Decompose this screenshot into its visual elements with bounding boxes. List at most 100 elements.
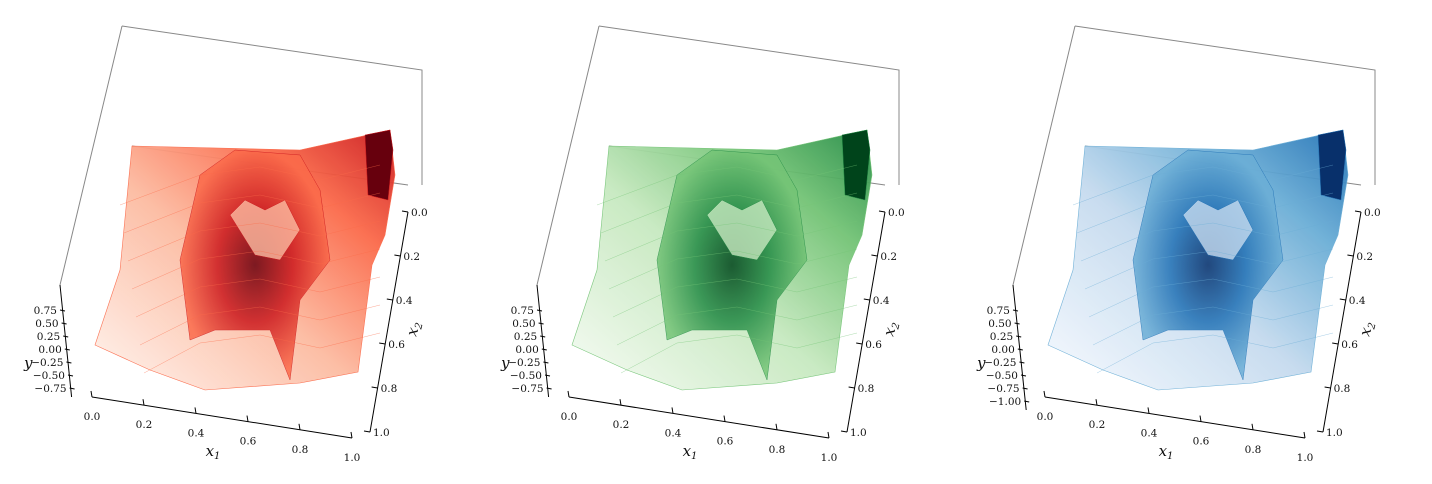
surface-contour-line xyxy=(620,332,858,374)
chart-panel-1: 0.0 0.2 0.4 0.6 0.8 1.0 x1 0.0 0.2 0.4 0.6 0.8 1.0 x2… xyxy=(23,25,428,464)
surface-contour-line xyxy=(1076,192,1334,234)
y-tick xyxy=(64,348,70,351)
x1-tick-label: 0.6 xyxy=(240,436,257,448)
y-tick-label: 0.25 xyxy=(514,331,537,343)
x1-tick xyxy=(298,423,301,430)
x2-tick-label: 0.4 xyxy=(396,295,413,307)
x2-tick-label: 1.0 xyxy=(850,427,867,439)
y-tick-label: −1.00 xyxy=(989,396,1021,408)
x2-axis-label: x2 xyxy=(403,319,426,339)
x1-tick-label: 0.2 xyxy=(613,419,630,431)
y-tick xyxy=(538,322,544,325)
y-tick-label: 0.50 xyxy=(35,318,58,330)
x2-tick-label: 0.2 xyxy=(1356,251,1373,263)
x2-tick-label: 0.6 xyxy=(388,339,405,351)
x2-tick-label: 0.4 xyxy=(1349,295,1366,307)
surface-contour-line xyxy=(1092,304,1334,346)
pane-edge-left xyxy=(536,25,600,286)
x2-tick-label: 0.6 xyxy=(865,339,882,351)
x2-tick xyxy=(1332,342,1339,345)
x1-axis-line xyxy=(568,396,830,439)
surface-ring-interior xyxy=(1182,199,1254,261)
chart-panel-2: 0.0 0.2 0.4 0.6 0.8 1.0 x1 0.0 0.2 0.4 0.6 0.8 1.0 x2… xyxy=(500,25,905,464)
y-axis-label: y xyxy=(500,354,510,372)
y-tick xyxy=(1019,361,1025,364)
x1-tick xyxy=(90,390,93,398)
x2-tick-label: 0.4 xyxy=(873,295,890,307)
y-tick xyxy=(59,309,66,312)
y-tick xyxy=(546,387,552,390)
y-tick xyxy=(1020,374,1027,377)
surface-contour-line xyxy=(608,248,858,290)
x2-tick xyxy=(1324,386,1331,389)
surface-ring-interior xyxy=(229,199,301,261)
x2-axis-label: x2 xyxy=(880,319,903,339)
x2-tick-label: 0.0 xyxy=(888,207,905,219)
x1-tick-label: 0.0 xyxy=(1037,411,1054,423)
pane-edge-left xyxy=(59,25,123,286)
x2-tick xyxy=(878,210,886,213)
x2-axis-line xyxy=(369,211,409,433)
x1-axis-line xyxy=(1044,396,1306,439)
x1-tick-label: 0.4 xyxy=(665,427,682,439)
pane-edge-back xyxy=(598,25,900,185)
x1-tick-label: 1.0 xyxy=(821,452,838,464)
x1-axis-label: x1 xyxy=(206,442,221,462)
surface-contour-line xyxy=(596,164,858,206)
x2-tick xyxy=(363,430,371,433)
y-tick-label: 0.75 xyxy=(511,305,534,317)
y-tick xyxy=(63,335,69,338)
y-tick xyxy=(1014,322,1020,325)
y-tick xyxy=(1017,348,1023,351)
x2-tick-label: 0.6 xyxy=(1341,339,1358,351)
x1-tick-label: 0.2 xyxy=(1089,419,1106,431)
x1-tick-label: 1.0 xyxy=(344,452,361,464)
x2-axis-line xyxy=(846,211,886,433)
surface-contour-line xyxy=(612,276,858,318)
x1-tick-label: 0.2 xyxy=(136,419,153,431)
y-tick-label: 0.50 xyxy=(988,318,1011,330)
y-tick-label: 0.25 xyxy=(990,331,1013,343)
y-tick xyxy=(1012,309,1019,312)
y-tick-label: 0.00 xyxy=(38,344,61,356)
x2-tick xyxy=(1316,430,1324,433)
surface-contour-line xyxy=(135,276,381,318)
x2-tick xyxy=(840,430,848,433)
x1-tick xyxy=(567,390,570,398)
y-tick xyxy=(66,361,72,364)
x2-tick-label: 0.8 xyxy=(1334,383,1351,395)
x1-tick-label: 0.0 xyxy=(84,411,101,423)
surface-contour-line xyxy=(604,220,858,262)
x2-tick-label: 0.8 xyxy=(381,383,398,395)
x2-tick xyxy=(371,386,378,389)
y-tick-label: −0.50 xyxy=(33,370,65,382)
surface-contour-line xyxy=(119,164,381,206)
x2-tick xyxy=(1354,210,1362,213)
surface-contour-line xyxy=(1080,220,1334,262)
x2-tick xyxy=(1339,298,1346,301)
x2-axis-line xyxy=(1322,211,1362,433)
y-tick xyxy=(543,361,549,364)
y-tick-label: 0.75 xyxy=(987,305,1010,317)
x2-tick-label: 1.0 xyxy=(373,427,390,439)
x1-tick xyxy=(1303,431,1306,439)
y-tick-label: −0.75 xyxy=(511,383,543,395)
y-tick-label: −0.50 xyxy=(986,370,1018,382)
surface-contour-line xyxy=(616,304,858,346)
y-tick xyxy=(1024,400,1030,403)
x2-axis-label: x2 xyxy=(1356,319,1379,339)
y-tick-label: 0.50 xyxy=(512,318,535,330)
x1-axis-label: x1 xyxy=(1159,442,1174,462)
y-tick-label: 0.00 xyxy=(991,344,1014,356)
x1-tick-label: 0.4 xyxy=(188,427,205,439)
surface-ridge xyxy=(656,149,808,381)
x1-axis-label: x1 xyxy=(683,442,698,462)
x1-tick xyxy=(1095,399,1098,406)
x2-tick-label: 0.2 xyxy=(403,251,420,263)
surface-contour-line xyxy=(131,248,381,290)
x1-tick xyxy=(775,423,778,430)
x1-tick xyxy=(671,407,674,414)
x2-tick-label: 0.8 xyxy=(858,383,875,395)
y-tick xyxy=(1022,387,1028,390)
y-tick-label: 0.75 xyxy=(34,305,57,317)
